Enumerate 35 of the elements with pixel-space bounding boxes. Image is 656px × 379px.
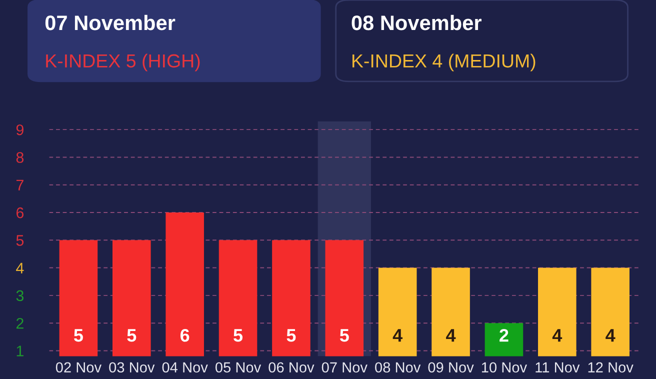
text: K-INDEX 4 (MEDIUM) <box>352 54 536 72</box>
y-tick-label: 8 <box>16 152 24 163</box>
data-label: 2 <box>500 328 508 342</box>
y-tick-label: 1 <box>16 346 24 356</box>
y-tick-label: 4 <box>16 262 24 274</box>
data-label: 6 <box>180 328 190 342</box>
x-tick-label: 08 Nov <box>375 362 421 373</box>
text: 07 November <box>45 14 176 30</box>
x-tick-label: 06 Nov <box>268 362 314 373</box>
x-tick-label: 03 Nov <box>109 362 155 373</box>
data-label: 4 <box>392 329 403 342</box>
x-tick-label: 02 Nov <box>56 362 102 373</box>
x-tick-label: 11 Nov <box>536 362 580 373</box>
x-tick-label: 04 Nov <box>162 362 208 373</box>
x-tick-label: 07 Nov <box>322 362 368 373</box>
y-tick-label: 9 <box>16 124 24 136</box>
text: K-INDEX 5 (HIGH) <box>46 54 200 72</box>
x-tick-label: 05 Nov <box>215 362 262 373</box>
y-tick-label: 3 <box>16 290 24 302</box>
data-label: 5 <box>286 329 296 342</box>
data-label: 4 <box>552 329 562 342</box>
data-label: 4 <box>606 329 616 342</box>
y-tick-label: 5 <box>16 235 24 246</box>
data-label: 5 <box>234 329 243 342</box>
data-label: 5 <box>74 329 83 342</box>
x-tick-label: 09 Nov <box>428 362 474 373</box>
text: 08 November <box>352 14 482 30</box>
x-tick-label: 10 Nov <box>482 362 528 373</box>
y-tick-label: 2 <box>16 318 24 329</box>
x-tick-label: 12 Nov <box>588 362 634 373</box>
data-label: 5 <box>340 329 349 342</box>
y-tick-label: 7 <box>16 180 24 190</box>
y-tick-label: 6 <box>16 207 24 218</box>
data-label: 4 <box>446 329 456 342</box>
data-label: 5 <box>127 329 136 342</box>
